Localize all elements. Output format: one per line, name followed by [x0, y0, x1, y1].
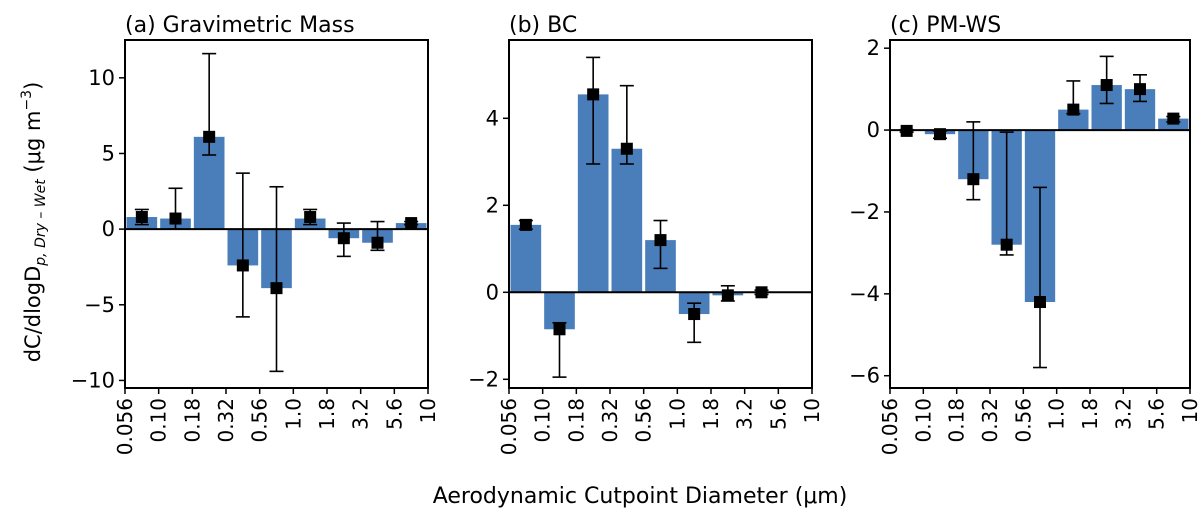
data-marker	[755, 286, 768, 299]
y-tick-label: −10	[71, 368, 115, 392]
y-axis-label-close: )	[21, 82, 45, 90]
panel-pm-ws: −6 −4 −2 0 2 0.056 0.10 0.18 0.32 0.56 1.0 1.8 3.2 5.…	[849, 13, 1202, 455]
data-marker	[1034, 296, 1046, 309]
y-tick-label: −2	[849, 200, 880, 224]
data-marker	[1134, 83, 1146, 96]
data-marker	[337, 232, 350, 245]
data-marker	[304, 211, 317, 224]
panel-gravimetric-mass: −10 −5 0 5 10 0.056 0.10 0.18 0.32 0.56 1.0 1.8 3.2 5…	[71, 13, 440, 455]
x-tick-label: 1.8	[315, 398, 339, 430]
y-tick-label: −4	[849, 282, 880, 306]
data-marker	[405, 217, 418, 230]
x-tick-label: 0.10	[531, 398, 555, 443]
x-tick-label: 0.18	[564, 398, 588, 443]
data-marker	[519, 218, 532, 231]
axes-frame	[124, 39, 429, 389]
x-tick-label: 5.6	[382, 398, 406, 430]
data-marker	[1167, 112, 1180, 125]
y-tick-label: −6	[849, 364, 880, 388]
x-tick-label: 3.2	[733, 398, 757, 430]
x-tick-label: 1.8	[1078, 398, 1102, 430]
y-axis-label-exponent: −3	[19, 90, 35, 111]
data-marker	[1000, 238, 1013, 251]
data-marker	[169, 212, 182, 225]
x-tick-label: 0.56	[1011, 398, 1035, 443]
x-tick-label: 5.6	[1145, 398, 1169, 430]
data-marker	[1100, 79, 1113, 92]
y-axis-label: dC/dlogDp, Dry – Wet (μg m−3)	[19, 82, 49, 363]
x-tick-label: 0.056	[497, 398, 521, 455]
y-axis-label-main: dC/dlogD	[21, 266, 45, 363]
data-marker	[654, 234, 667, 247]
data-marker	[135, 211, 148, 224]
y-axis-label-subscript: p, Dry – Wet	[33, 179, 49, 267]
x-tick-label: 10	[1178, 398, 1202, 423]
y-tick-label: 2	[486, 193, 499, 217]
data-marker	[1067, 103, 1080, 116]
y-tick-label: 5	[102, 141, 115, 165]
y-tick-label: 0	[867, 118, 880, 142]
x-tick-label: 0.32	[598, 398, 622, 443]
x-tick-label: 10	[800, 398, 824, 423]
data-marker	[688, 308, 701, 321]
x-tick-label: 1.0	[1045, 398, 1069, 430]
data-marker	[934, 128, 946, 141]
panel-bc: −2 0 2 4 0.056 0.10 0.18 0.32 0.56 1.0 1.8 3.2 5.6 10…	[468, 13, 824, 455]
data-marker	[236, 259, 249, 272]
x-axis-label: Aerodynamic Cutpoint Diameter (μm)	[433, 484, 848, 509]
y-tick-label: 4	[486, 106, 499, 130]
y-axis-label-unit: (μg m	[21, 111, 45, 180]
x-tick-label: 0.10	[147, 398, 171, 443]
panel-title: (c) PM-WS	[890, 13, 1001, 38]
x-tick-label: 1.0	[665, 398, 689, 430]
data-marker	[721, 289, 734, 302]
x-tick-label: 0.56	[248, 398, 272, 443]
y-tick-label: 2	[867, 36, 880, 60]
x-tick-label: 1.8	[699, 398, 723, 430]
x-tick-label: 0.056	[113, 398, 137, 455]
data-marker	[587, 88, 600, 101]
y-tick-label: 10	[88, 66, 115, 90]
x-tick-label: 0.18	[945, 398, 969, 443]
bar	[510, 224, 542, 293]
panel-title: (a) Gravimetric Mass	[125, 13, 355, 38]
data-marker	[967, 173, 980, 186]
x-tick-label: 10	[416, 398, 440, 423]
x-tick-label: 0.18	[180, 398, 204, 443]
x-tick-label: 0.56	[632, 398, 656, 443]
x-tick-label: 1.0	[281, 398, 305, 430]
y-tick-label: 0	[486, 280, 499, 304]
x-tick-label: 0.10	[911, 398, 935, 443]
data-marker	[900, 124, 913, 137]
data-marker	[553, 323, 566, 336]
data-marker	[203, 130, 216, 143]
x-tick-label: 3.2	[1111, 398, 1135, 430]
data-marker	[371, 236, 384, 249]
data-marker	[270, 282, 283, 295]
x-tick-label: 3.2	[349, 398, 373, 430]
x-tick-label: 0.056	[878, 398, 902, 455]
y-tick-label: −5	[84, 293, 115, 317]
x-tick-label: 5.6	[766, 398, 790, 430]
y-tick-label: −2	[468, 367, 499, 391]
data-marker	[620, 142, 633, 155]
x-tick-label: 0.32	[978, 398, 1002, 443]
panel-title: (b) BC	[509, 13, 577, 38]
bar	[1058, 109, 1089, 131]
bar	[611, 148, 643, 293]
axes-frame	[508, 39, 813, 389]
axes-frame	[889, 39, 1191, 389]
x-tick-label: 0.32	[214, 398, 238, 443]
y-tick-label: 0	[102, 217, 115, 241]
